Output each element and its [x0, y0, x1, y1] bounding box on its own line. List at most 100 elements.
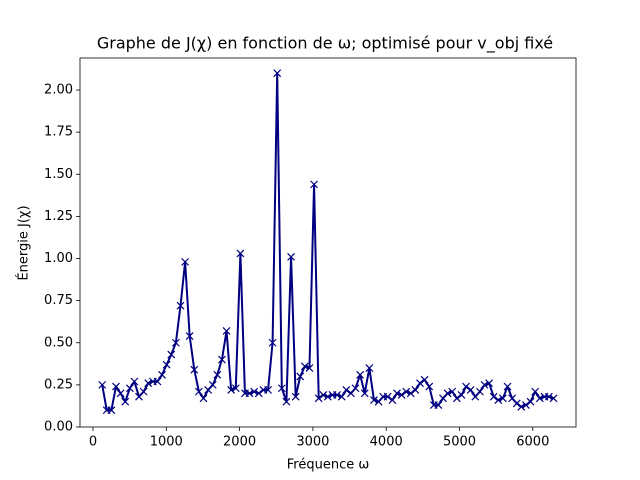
- data-marker: [434, 401, 443, 410]
- data-marker: [236, 249, 245, 258]
- data-marker: [250, 387, 259, 396]
- data-marker: [475, 387, 484, 396]
- y-tick-label: 1.00: [44, 251, 73, 266]
- x-axis-label: Fréquence ω: [287, 458, 369, 473]
- data-marker: [222, 327, 231, 335]
- data-marker: [549, 394, 558, 403]
- x-tick-label: 3000: [296, 435, 329, 450]
- x-tick-label: 1000: [150, 435, 183, 450]
- y-axis-label: Énergie J(χ): [16, 205, 32, 280]
- data-marker: [351, 384, 360, 393]
- data-marker: [333, 391, 342, 399]
- y-tick-label: 0.00: [44, 420, 73, 435]
- data-marker: [420, 375, 429, 384]
- data-marker: [452, 394, 461, 403]
- data-marker: [264, 386, 272, 394]
- data-marker: [480, 380, 489, 389]
- data-marker: [171, 338, 180, 347]
- y-tick-label: 1.75: [44, 125, 73, 140]
- y-tick-label: 2.00: [44, 83, 73, 98]
- data-marker: [535, 394, 544, 403]
- data-marker: [526, 397, 535, 406]
- data-marker: [167, 350, 176, 359]
- data-marker: [323, 392, 332, 401]
- data-marker: [125, 384, 134, 393]
- x-tick-label: 5000: [443, 435, 476, 450]
- data-marker: [287, 252, 295, 261]
- data-marker: [411, 386, 420, 394]
- data-marker: [153, 377, 162, 386]
- data-marker: [314, 394, 323, 403]
- data-marker: [485, 379, 494, 388]
- plot-frame: [79, 57, 577, 428]
- data-marker: [503, 382, 512, 391]
- data-marker: [457, 391, 466, 399]
- data-marker: [397, 391, 406, 399]
- data-marker: [130, 377, 139, 386]
- data-marker: [181, 257, 190, 266]
- data-marker: [116, 389, 125, 398]
- data-marker: [139, 387, 148, 396]
- data-marker: [319, 391, 328, 399]
- data-marker: [393, 389, 401, 398]
- data-marker: [370, 396, 378, 404]
- data-marker: [305, 364, 314, 372]
- data-marker: [342, 386, 351, 394]
- data-marker: [254, 389, 263, 398]
- x-tick-label: 0: [89, 435, 97, 450]
- data-marker: [531, 387, 540, 396]
- data-marker: [517, 402, 526, 411]
- data-marker: [213, 370, 222, 379]
- data-marker: [356, 370, 365, 379]
- data-marker: [416, 379, 424, 388]
- x-tick-label: 4000: [370, 435, 403, 450]
- data-marker: [291, 392, 300, 401]
- x-tick-label: 2000: [223, 435, 256, 450]
- data-marker: [545, 392, 553, 401]
- data-marker: [107, 406, 116, 415]
- data-marker: [282, 397, 291, 406]
- data-marker: [176, 301, 185, 310]
- chart-title: Graphe de J(χ) en fonction de ω; optimis…: [97, 34, 553, 54]
- data-marker: [231, 384, 240, 393]
- data-marker: [98, 380, 107, 389]
- data-marker: [498, 394, 507, 403]
- data-marker: [522, 401, 530, 410]
- data-marker: [268, 338, 277, 347]
- data-marker: [462, 382, 470, 391]
- y-tick-label: 0.50: [44, 335, 73, 350]
- data-marker: [402, 387, 411, 396]
- data-marker: [466, 386, 475, 394]
- data-marker: [217, 355, 226, 364]
- data-marker: [425, 382, 434, 391]
- data-marker: [489, 392, 498, 401]
- data-marker: [310, 180, 318, 189]
- data-marker: [194, 387, 203, 396]
- data-marker: [365, 364, 374, 372]
- data-marker: [388, 396, 397, 404]
- data-marker: [337, 392, 346, 401]
- y-tick-label: 0.25: [44, 377, 73, 392]
- data-marker: [296, 372, 305, 381]
- data-marker: [300, 362, 309, 371]
- data-marker: [383, 392, 392, 401]
- data-marker: [190, 365, 199, 374]
- data-marker: [406, 389, 415, 398]
- y-tick-label: 0.75: [44, 293, 73, 308]
- data-marker: [199, 394, 208, 403]
- data-marker: [512, 399, 521, 408]
- data-marker: [185, 332, 194, 340]
- data-marker: [112, 382, 120, 391]
- data-marker: [494, 396, 503, 404]
- y-tick-label: 1.50: [44, 167, 73, 182]
- data-marker: [360, 389, 369, 398]
- data-marker: [121, 397, 130, 406]
- y-tick-label: 1.25: [44, 209, 73, 224]
- data-marker: [277, 384, 286, 393]
- data-marker: [162, 360, 171, 369]
- x-tick-label: 6000: [516, 435, 549, 450]
- data-marker: [443, 389, 452, 398]
- data-marker: [144, 379, 153, 388]
- data-marker: [448, 387, 457, 396]
